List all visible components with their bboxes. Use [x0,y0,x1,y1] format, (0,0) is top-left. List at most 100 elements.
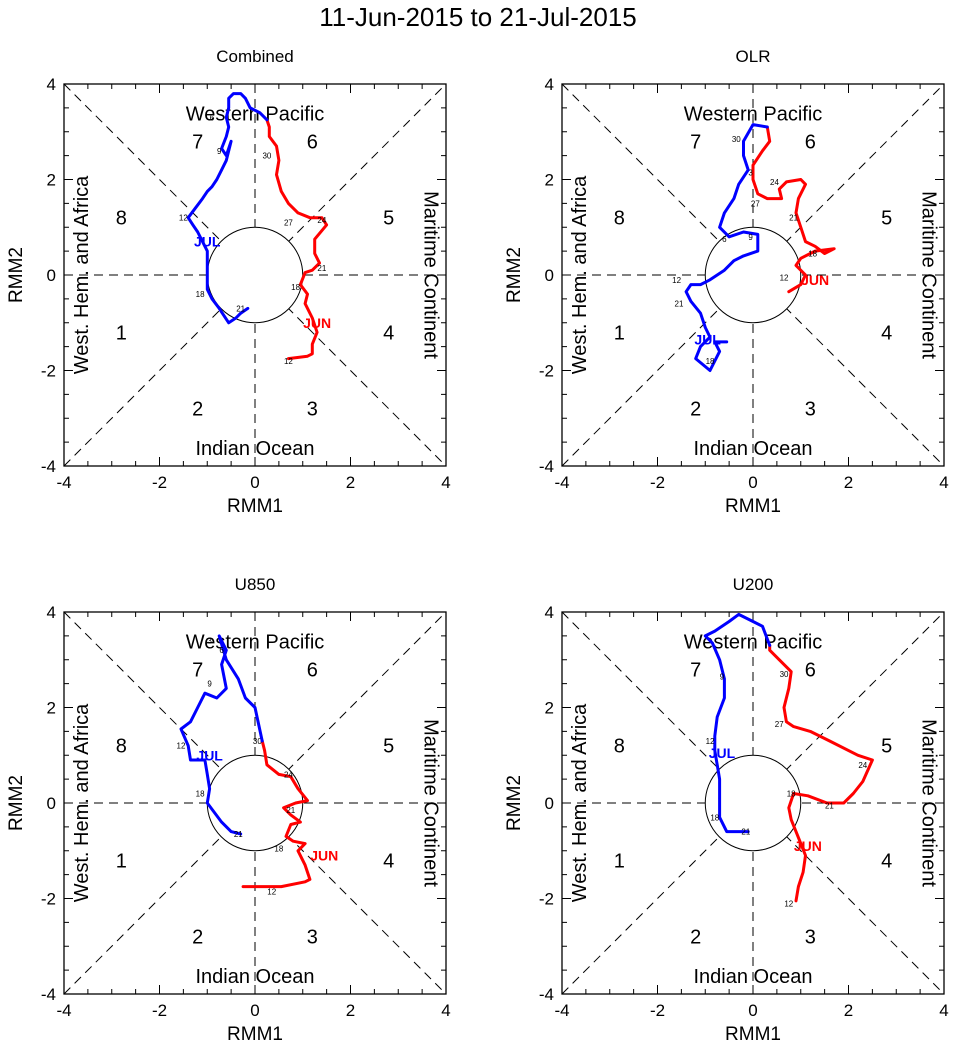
y-tick-label: -4 [539,457,554,476]
phase-label-7: 7 [690,131,701,153]
series-jul-point [260,739,264,743]
series-jul-point [229,140,233,143]
region-label-right: Maritime Continent [420,719,442,887]
series-jun-point [790,670,793,673]
x-tick-label: 2 [844,1001,853,1020]
series-jun-point [856,754,860,757]
day-label: 30 [780,670,789,679]
series-jun-point [296,211,300,215]
series-jul-point [718,816,721,819]
series-jul-point [756,233,759,236]
series-jun-line [265,118,329,361]
series-jun-point [825,801,829,805]
series-jul-point [742,254,745,258]
day-label: 18 [808,250,817,259]
series-jul-point [715,763,719,766]
series-jul-point [206,288,209,291]
series-jul-point [742,140,745,143]
phase-label-2: 2 [690,927,701,949]
series-jun-point [756,192,759,196]
day-label: 12 [706,737,715,746]
series-jun-point [871,758,874,762]
series-jul-point [213,811,216,814]
series-jun-point [797,885,800,888]
series-jul-point [708,335,712,339]
series-jun-line [768,643,874,903]
phase-label-6: 6 [805,131,816,153]
phase-label-5: 5 [881,736,892,758]
series-jun-point [766,197,769,200]
y-tick-label: 0 [545,266,554,285]
day-label: 24 [770,178,779,187]
series-jun-point [768,649,771,652]
series-jun-point [751,178,755,181]
series-jul-point [239,832,242,836]
x-axis-label: RMM1 [725,496,781,517]
y-tick-label: -4 [41,985,56,1004]
series-jul-point [196,230,199,234]
series-jul-point [206,278,209,281]
series-jul-line [179,634,264,836]
series-jun-point [275,144,278,148]
series-jun-point [268,135,271,138]
figure-title: 11-Jun-2015 to 21-Jul-2015 [319,2,637,32]
series-jul-point [225,135,228,138]
series-jun-point [794,899,798,903]
series-jun-point [785,720,788,724]
y-axis-label: RMM2 [504,775,525,831]
phase-label-3: 3 [307,399,318,421]
phase-label-5: 5 [383,736,394,758]
y-tick-label: 2 [47,699,56,718]
unit-circle [704,754,802,852]
series-jul-point [751,620,755,623]
series-jun-point [787,687,791,690]
series-jul-point [217,634,221,638]
series-jul-point [203,691,207,695]
series-jun-point [303,863,307,867]
phase-label-1: 1 [116,850,127,872]
panel-title: Combined [216,47,294,66]
series-jul-point [244,696,247,700]
day-label: 21 [675,300,684,309]
series-jun-point [804,240,807,243]
x-tick-label: 4 [939,1001,948,1020]
month-label-jul: JUL [194,234,221,250]
series-jun-point [280,885,283,888]
series-jul-point [718,350,721,353]
series-jun-point [294,801,297,805]
series-jul-point [699,283,702,286]
series-jul-point [225,116,228,119]
series-jun-point [313,237,316,241]
day-label: 18 [196,789,205,798]
day-label: 24 [284,770,293,779]
x-tick-label: -2 [650,1001,665,1020]
series-jun-point [263,749,266,752]
x-tick-label: 0 [748,473,757,492]
series-jun-point [268,125,271,129]
series-jul-point [711,641,714,645]
series-jul-point [210,297,214,301]
day-label: 21 [789,214,798,223]
series-jul-point [215,178,218,181]
x-tick-label: -4 [56,1001,71,1020]
series-jun-point [828,739,831,743]
series-jun-point [792,792,795,795]
day-label: 18 [787,789,796,798]
series-jul-point [756,249,759,253]
series-jun-point [303,880,307,883]
series-jun-point [306,292,309,296]
y-tick-label: 0 [47,266,56,285]
series-jun-point [299,283,302,286]
series-jul-point [232,92,235,95]
y-tick-label: 0 [545,794,554,813]
series-jul-point [206,190,209,193]
series-jul-point [761,625,764,628]
series-jul-point [747,168,750,172]
day-label: 21 [825,801,834,810]
y-tick-label: -2 [539,890,554,909]
phase-label-4: 4 [881,850,892,872]
series-jun-point [787,290,791,293]
series-jun-point [799,283,802,286]
